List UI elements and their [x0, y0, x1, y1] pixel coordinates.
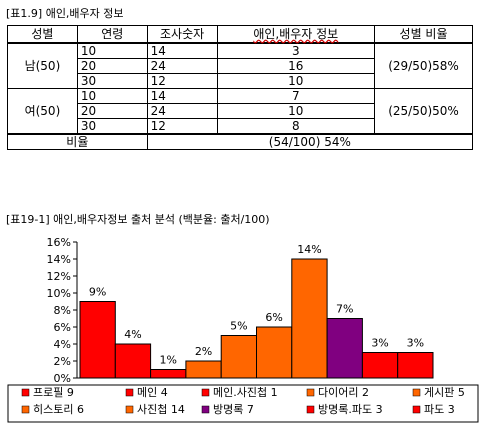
table-row: 20 24 10 — [8, 103, 473, 119]
y-tick-label: 10% — [47, 287, 71, 300]
info-table: 성별 연령 조사숫자 애인,배우자 정보 성별 비율 남(50) 10 14 3… — [7, 25, 474, 150]
cell-count: 14 — [146, 42, 218, 59]
bar — [114, 343, 152, 379]
legend-swatch — [306, 388, 315, 397]
cell-count: 24 — [146, 103, 218, 119]
y-tick-label: 0% — [54, 372, 71, 385]
cell-info: 3 — [216, 42, 376, 59]
table-row: 30 12 10 — [8, 73, 473, 89]
y-tick-label: 12% — [47, 270, 71, 283]
legend-swatch — [21, 405, 30, 414]
bar — [361, 352, 399, 379]
cell-count: 24 — [146, 58, 218, 74]
table-caption: [표1.9] 애인,배우자 정보 — [6, 7, 124, 20]
source-bar-chart: 0% 2% 4% 6% 8% 10% 12% 14% 16% 9% 4% 1% 2% 5% 6% 14% 7% 3… — [7, 236, 479, 423]
data-label: 4% — [124, 328, 141, 341]
cell-info: 10 — [216, 103, 376, 119]
data-label: 6% — [265, 311, 282, 324]
table-row: 남(50) 10 14 3 (29/50)58% — [7, 42, 473, 89]
cell-info: 8 — [216, 118, 376, 135]
group-label-female: 여(50) — [7, 88, 78, 135]
total-value: (54/100) 54% — [146, 133, 474, 150]
legend-entry: 방명록 7 — [213, 403, 254, 416]
y-tick-label: 2% — [54, 355, 71, 368]
legend-entry: 메인 4 — [137, 386, 168, 399]
legend-swatch — [21, 388, 30, 397]
bar — [326, 318, 363, 379]
bar — [220, 335, 257, 379]
legend-swatch — [412, 405, 421, 414]
legend-entry: 다이어리 2 — [318, 386, 369, 399]
legend-entry: 프로필 9 — [33, 386, 74, 399]
legend — [7, 384, 479, 423]
data-label: 14% — [297, 243, 321, 256]
legend-entry: 게시판 5 — [424, 386, 465, 399]
chart-caption: [표19-1] 애인,배우자정보 출처 분석 (백분율: 출처/100) — [6, 213, 270, 226]
cell-age: 10 — [76, 42, 148, 59]
data-label: 3% — [407, 337, 424, 350]
bar — [291, 258, 328, 379]
legend-swatch — [201, 405, 210, 414]
header-survey-count: 조사숫자 — [146, 25, 218, 44]
cell-age: 20 — [76, 58, 148, 74]
y-tick-label: 4% — [54, 338, 71, 351]
legend-swatch — [412, 388, 421, 397]
y-tick-label: 16% — [47, 236, 71, 249]
bar — [79, 301, 116, 379]
group-ratio-female: (25/50)50% — [374, 88, 473, 135]
table-header-row: 성별 연령 조사숫자 애인,배우자 정보 성별 비율 — [7, 25, 473, 44]
data-label: 7% — [336, 303, 353, 316]
cell-age: 10 — [76, 88, 148, 104]
data-label: 2% — [195, 345, 212, 358]
cell-age: 20 — [76, 103, 148, 119]
cell-info: 10 — [216, 73, 376, 89]
bar — [397, 352, 434, 379]
table-total-row: 비율 (54/100) 54% — [7, 133, 474, 150]
y-tick-label: 6% — [54, 321, 71, 334]
bar — [185, 360, 222, 379]
header-gender: 성별 — [7, 25, 78, 44]
legend-swatch — [306, 405, 315, 414]
bar — [256, 326, 293, 379]
cell-count: 12 — [146, 73, 218, 89]
total-label: 비율 — [7, 133, 148, 150]
y-tick-label: 8% — [54, 304, 71, 317]
cell-count: 12 — [146, 118, 218, 135]
header-gender-ratio: 성별 비율 — [374, 25, 473, 44]
legend-entry: 사진첩 14 — [137, 403, 185, 416]
legend-entry: 히스토리 6 — [33, 402, 84, 416]
legend-swatch — [201, 388, 210, 397]
cell-info: 7 — [216, 88, 376, 104]
legend-entry: 메인.사진첩 1 — [213, 386, 278, 399]
data-label: 9% — [89, 286, 106, 299]
cell-age: 30 — [76, 73, 148, 89]
header-age: 연령 — [76, 25, 148, 44]
data-label: 1% — [160, 354, 177, 367]
legend-entry: 방명록.파도 3 — [318, 403, 383, 416]
header-partner-info: 애인,배우자 정보 — [216, 25, 376, 44]
cell-age: 30 — [76, 118, 148, 135]
cell-info: 16 — [216, 58, 376, 74]
bar — [150, 369, 187, 379]
legend-swatch — [125, 405, 134, 414]
group-ratio-male: (29/50)58% — [374, 42, 473, 89]
legend-swatch — [125, 388, 134, 397]
legend-entry: 파도 3 — [424, 403, 455, 416]
data-label: 5% — [230, 320, 247, 333]
data-label: 3% — [371, 337, 388, 350]
cell-count: 14 — [146, 88, 218, 104]
y-tick-label: 14% — [47, 253, 71, 266]
table-row: 여(50) 10 14 7 (25/50)50% — [7, 88, 473, 135]
group-label-male: 남(50) — [7, 42, 78, 89]
